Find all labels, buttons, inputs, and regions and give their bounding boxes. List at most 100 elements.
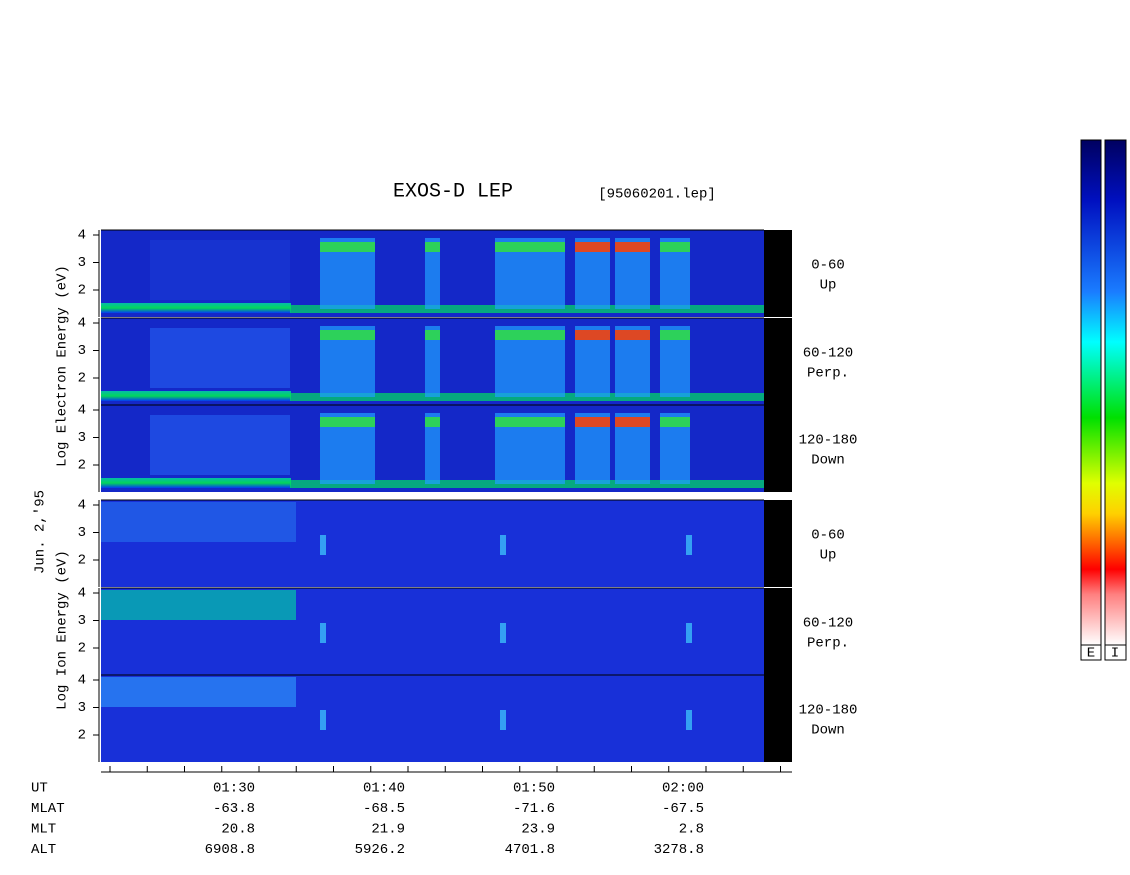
diffuse (101, 677, 296, 707)
burst-edge (660, 330, 690, 340)
row-value: 3278.8 (654, 842, 704, 858)
pitch-angle-direction: Down (811, 723, 845, 739)
file-name: [95060201.lep] (598, 187, 716, 203)
row-name: ALT (31, 842, 56, 858)
row-value: -63.8 (213, 801, 255, 817)
y-tick-label: 3 (78, 255, 86, 271)
time-ticks (109, 766, 781, 772)
pitch-angle-direction: Up (820, 278, 837, 294)
pitch-angle-direction: Down (811, 453, 845, 469)
y-tick-label: 4 (78, 498, 86, 514)
colorbar-i (1104, 139, 1127, 646)
data-gap (764, 405, 792, 492)
ion-burst (500, 710, 506, 730)
y-tick-label: 3 (78, 613, 86, 629)
burst-edge (495, 330, 535, 340)
pitch-angle-direction: Perp. (807, 366, 849, 382)
ion-burst (686, 710, 692, 730)
y-tick-label: 2 (78, 371, 86, 387)
data-gap (764, 318, 792, 405)
row-name: MLT (31, 822, 56, 838)
pitch-angle-range: 120-180 (799, 433, 858, 449)
row-value: -67.5 (662, 801, 704, 817)
ion-burst (686, 623, 692, 643)
data-gap (764, 588, 792, 675)
burst-edge (615, 417, 650, 427)
data-gap (764, 230, 792, 317)
y-tick-label: 4 (78, 316, 86, 332)
diffuse (101, 590, 296, 620)
row-value: -71.6 (513, 801, 555, 817)
y-tick-label: 4 (78, 586, 86, 602)
burst-edge (320, 242, 375, 252)
pitch-angle-direction: Perp. (807, 636, 849, 652)
diffuse (150, 240, 290, 300)
burst-edge (660, 417, 690, 427)
pitch-angle-range: 120-180 (799, 703, 858, 719)
y-tick-label: 3 (78, 700, 86, 716)
burst (425, 238, 440, 309)
y-tick-label: 2 (78, 641, 86, 657)
burst-edge (320, 417, 375, 427)
row-value: 02:00 (662, 781, 704, 797)
spectrogram (101, 500, 764, 587)
electron-axis-label: Log Electron Energy (eV) (55, 265, 71, 467)
burst-edge (425, 330, 440, 340)
ion-burst (686, 535, 692, 555)
row-value: 23.9 (521, 822, 555, 838)
burst-edge (575, 417, 610, 427)
row-value: 5926.2 (355, 842, 405, 858)
ion-burst (320, 535, 326, 555)
pitch-angle-direction: Up (820, 548, 837, 564)
row-value: 2.8 (679, 822, 704, 838)
spectrogram-panels: 4 3 2 0-60 Up 4 3 2 60-120 Perp. 4 3 2 120-180 Down 4 3 2… (78, 228, 858, 762)
row-value: 6908.8 (205, 842, 255, 858)
burst-edge (535, 330, 565, 340)
burst-edge (425, 242, 440, 252)
colorbar-label-box (1080, 644, 1102, 661)
low-energy-band (101, 391, 291, 401)
data-gap (764, 500, 792, 587)
date-label: Jun. 2,'95 (33, 490, 49, 574)
colorbar-label-box (1104, 644, 1127, 661)
data-gap (764, 675, 792, 762)
burst-edge (660, 242, 690, 252)
ion-burst (500, 623, 506, 643)
low-energy-band (101, 478, 291, 488)
diffuse (150, 328, 290, 388)
row-value: 21.9 (371, 822, 405, 838)
burst-edge (575, 242, 610, 252)
burst-edge (535, 417, 565, 427)
row-name: UT (31, 781, 48, 797)
burst-edge (615, 242, 650, 252)
diffuse (150, 415, 290, 475)
burst (425, 326, 440, 397)
ion-burst (320, 710, 326, 730)
pitch-angle-range: 0-60 (811, 528, 845, 544)
y-tick-label: 4 (78, 673, 86, 689)
burst-edge (535, 242, 565, 252)
colorbar-label: I (1111, 646, 1119, 662)
orbit-table: UT 01:30 01:40 01:50 02:00 MLAT -63.8 -68.5 -71.… (31, 781, 704, 859)
y-tick-label: 2 (78, 458, 86, 474)
row-value: -68.5 (363, 801, 405, 817)
pitch-angle-range: 0-60 (811, 258, 845, 274)
ion-axis-label: Log Ion Energy (eV) (55, 550, 71, 710)
row-value: 01:30 (213, 781, 255, 797)
colorbar-e (1080, 139, 1102, 646)
burst-edge (575, 330, 610, 340)
colorbar-label: E (1087, 646, 1095, 662)
y-tick-label: 3 (78, 430, 86, 446)
pitch-angle-range: 60-120 (803, 616, 853, 632)
ion-burst (500, 535, 506, 555)
y-tick-label: 2 (78, 283, 86, 299)
row-value: 4701.8 (505, 842, 555, 858)
row-value: 20.8 (221, 822, 255, 838)
y-tick-label: 3 (78, 343, 86, 359)
row-value: 01:50 (513, 781, 555, 797)
diffuse (101, 502, 296, 542)
ion-burst (320, 623, 326, 643)
y-tick-label: 3 (78, 525, 86, 541)
low-energy-band (101, 303, 291, 313)
